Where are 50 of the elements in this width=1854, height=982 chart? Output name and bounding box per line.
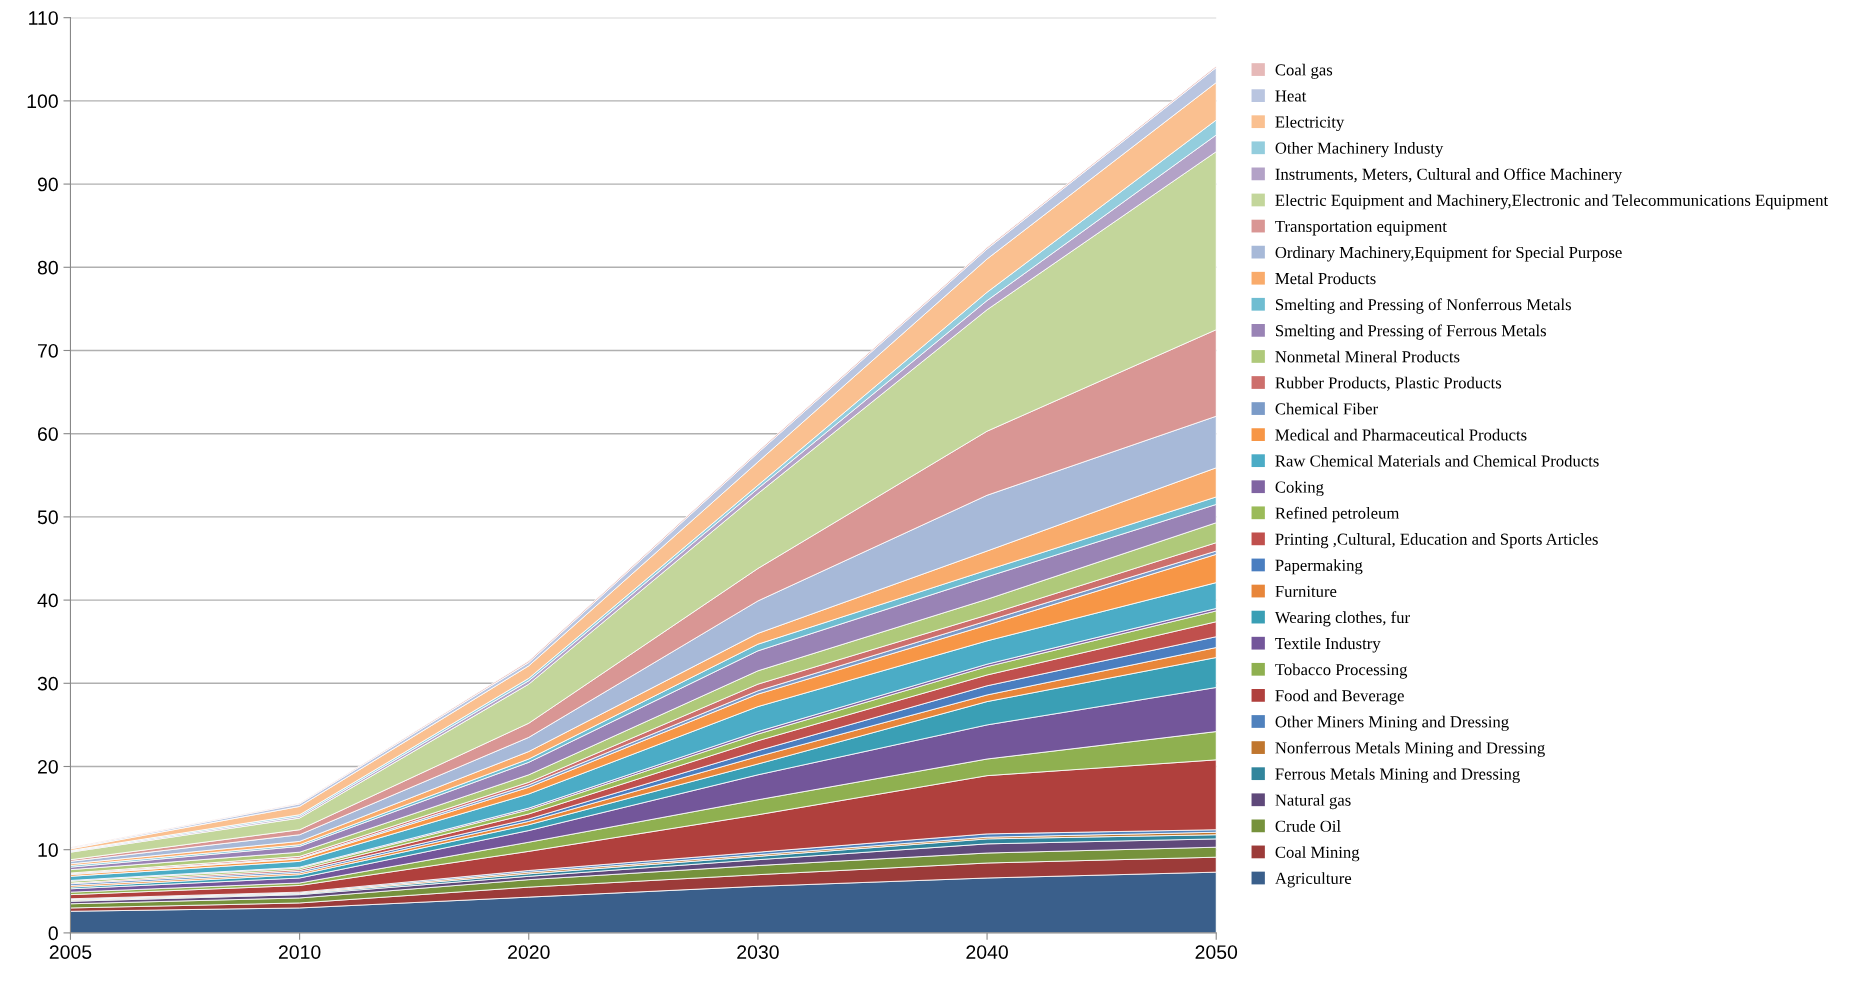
legend-label: Smelting and Pressing of Nonferrous Metals <box>1275 298 1571 314</box>
legend-label: Refined petroleum <box>1275 506 1400 523</box>
legend-label: Raw Chemical Materials and Chemical Products <box>1275 454 1599 467</box>
legend-label: Coking <box>1275 480 1324 497</box>
y-tick-label: 0 <box>48 926 58 941</box>
x-tick-label: 2005 <box>49 945 92 959</box>
legend-label: Nonferrous Metals Mining and Dressing <box>1275 741 1545 757</box>
legend-label: Instruments, Meters, Cultural and Office Machinery <box>1275 167 1623 184</box>
legend-label: Electric Equipment and Machinery,Electronic and Telecommunications Equipment <box>1275 194 1829 210</box>
legend-label: Ordinary Machinery,Equipment for Special Purpose <box>1275 246 1622 262</box>
legend-label: Tobacco Processing <box>1275 663 1408 679</box>
y-tick-label: 50 <box>37 510 58 525</box>
legend-label: Furniture <box>1275 585 1337 598</box>
x-tick-label: 2040 <box>966 945 1008 959</box>
legend-label: Food and Beverage <box>1275 689 1404 705</box>
legend-label: Heat <box>1275 90 1307 102</box>
legend-label: Transportation equipment <box>1275 220 1447 236</box>
y-tick-label: 20 <box>38 759 58 774</box>
legend-label: Crude Oil <box>1275 820 1341 832</box>
legend-label: Papermaking <box>1275 559 1363 575</box>
x-tick-label: 2030 <box>737 945 779 959</box>
legend-label: Printing ,Cultural, Education and Sports Articles <box>1275 533 1598 549</box>
y-tick-label: 80 <box>37 260 58 275</box>
legend-label: Chemical Fiber <box>1275 402 1378 415</box>
legend-label: Coal gas <box>1275 63 1333 79</box>
x-tick-label: 2050 <box>1195 945 1238 959</box>
y-tick-label: 30 <box>37 676 58 691</box>
legend-label: Natural gas <box>1275 794 1351 810</box>
legend-label: Textile Industry <box>1275 637 1381 653</box>
y-tick-label: 110 <box>29 11 58 25</box>
legend-label: Wearing clothes, fur <box>1274 611 1410 627</box>
y-tick-label: 10 <box>38 843 58 857</box>
legend-label: Rubber Products, Plastic Products <box>1275 376 1502 391</box>
legend-label: Ferrous Metals Mining and Dressing <box>1275 767 1520 784</box>
x-tick-label: 2020 <box>508 945 550 959</box>
legend-label: Metal Products <box>1275 272 1376 285</box>
x-tick-label: 2010 <box>278 945 321 959</box>
legend-label: Medical and Pharmaceutical Products <box>1275 428 1527 441</box>
legend-label: Other Machinery Industy <box>1275 142 1444 158</box>
y-tick-label: 40 <box>37 593 58 608</box>
legend-label: Electricity <box>1275 115 1345 132</box>
y-tick-label: 60 <box>38 427 58 441</box>
legend-label: Agriculture <box>1275 872 1352 888</box>
legend-label: Coal Mining <box>1275 846 1360 862</box>
legend-label: Smelting and Pressing of Ferrous Metals <box>1275 324 1546 340</box>
y-tick-label: 70 <box>38 343 58 358</box>
legend-label: Other Miners Mining and Dressing <box>1275 715 1509 731</box>
legend-label: Nonmetal Mineral Products <box>1275 350 1460 363</box>
y-tick-label: 90 <box>37 177 58 192</box>
y-tick-label: 100 <box>27 94 58 109</box>
